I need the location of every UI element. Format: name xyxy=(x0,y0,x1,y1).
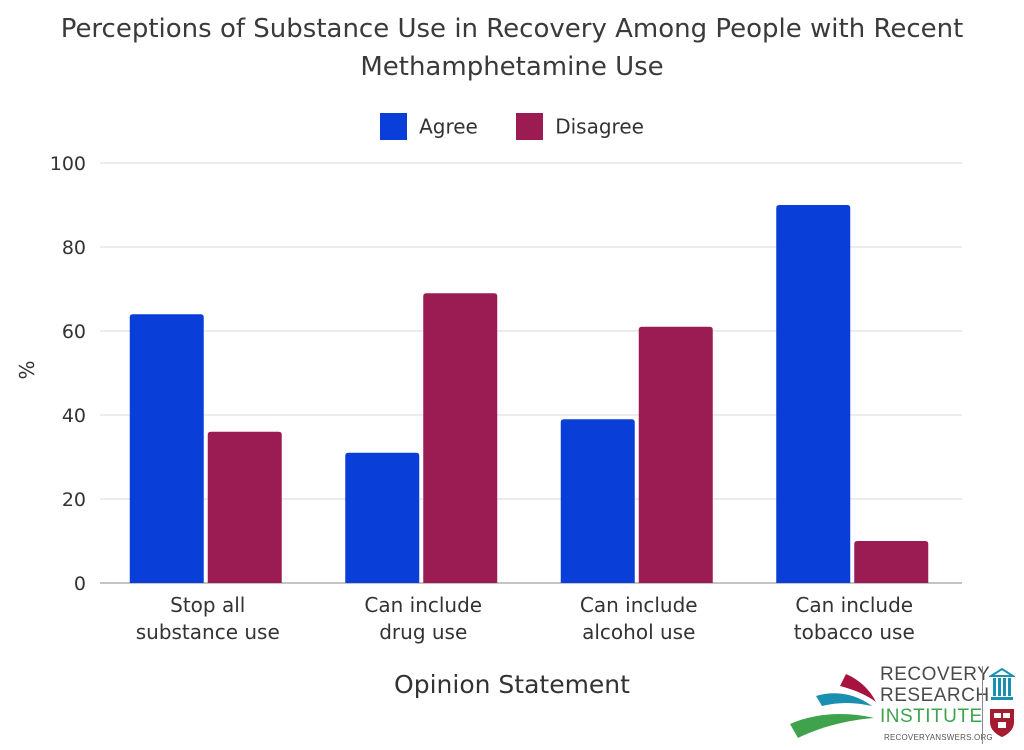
x-tick-label: Stop all xyxy=(170,593,245,617)
legend-item-disagree: Disagree xyxy=(516,113,644,140)
logo-text: RECOVERY RESEARCH INSTITUTE xyxy=(880,664,990,727)
legend-swatch-disagree xyxy=(516,113,544,140)
chart-title-line-2: Methamphetamine Use xyxy=(360,52,664,82)
x-tick-label: Can include xyxy=(795,593,913,617)
x-tick-label: Can include xyxy=(364,593,482,617)
y-tick-label: 20 xyxy=(62,489,86,511)
bar-agree xyxy=(776,205,851,583)
y-tick-label: 0 xyxy=(74,573,86,595)
chart-title: Perceptions of Substance Use in Recovery… xyxy=(0,10,1024,86)
shield-icon xyxy=(990,709,1014,737)
logo-text-line-1: RECOVERY xyxy=(880,664,991,685)
legend-label-disagree: Disagree xyxy=(555,114,644,139)
bar-disagree xyxy=(423,293,498,583)
y-tick-label: 60 xyxy=(62,321,86,343)
x-tick-label: substance use xyxy=(136,620,280,644)
bar-disagree xyxy=(207,431,282,583)
bar-agree xyxy=(560,419,635,583)
x-tick-label: drug use xyxy=(379,620,467,644)
chart-legend: Agree Disagree xyxy=(0,113,1024,140)
logo-swoosh-icon xyxy=(790,674,876,738)
logo-text-line-2: RESEARCH xyxy=(880,685,990,706)
legend-label-agree: Agree xyxy=(419,114,478,139)
x-tick-label: alcohol use xyxy=(582,620,695,644)
recovery-research-institute-logo: RECOVERY RESEARCH INSTITUTE RECOVERYANSW… xyxy=(788,662,1020,748)
legend-swatch-agree xyxy=(380,113,408,140)
x-tick-label: Can include xyxy=(580,593,698,617)
y-tick-label: 100 xyxy=(50,153,86,175)
bar-disagree xyxy=(854,541,929,583)
logo-url: RECOVERYANSWERS.ORG xyxy=(884,733,993,742)
chart-title-line-1: Perceptions of Substance Use in Recovery… xyxy=(60,14,964,44)
y-tick-label: 80 xyxy=(62,237,86,259)
x-tick-label: tobacco use xyxy=(794,620,915,644)
logo-divider xyxy=(982,666,983,744)
y-tick-label: 40 xyxy=(62,405,86,427)
logo-text-line-3: INSTITUTE xyxy=(880,706,983,727)
bar-agree xyxy=(129,314,204,583)
bar-agree xyxy=(345,452,420,583)
building-icon xyxy=(989,667,1015,700)
x-axis-label: Opinion Statement xyxy=(394,670,630,699)
bar-disagree xyxy=(638,326,713,583)
legend-item-agree: Agree xyxy=(380,113,478,140)
